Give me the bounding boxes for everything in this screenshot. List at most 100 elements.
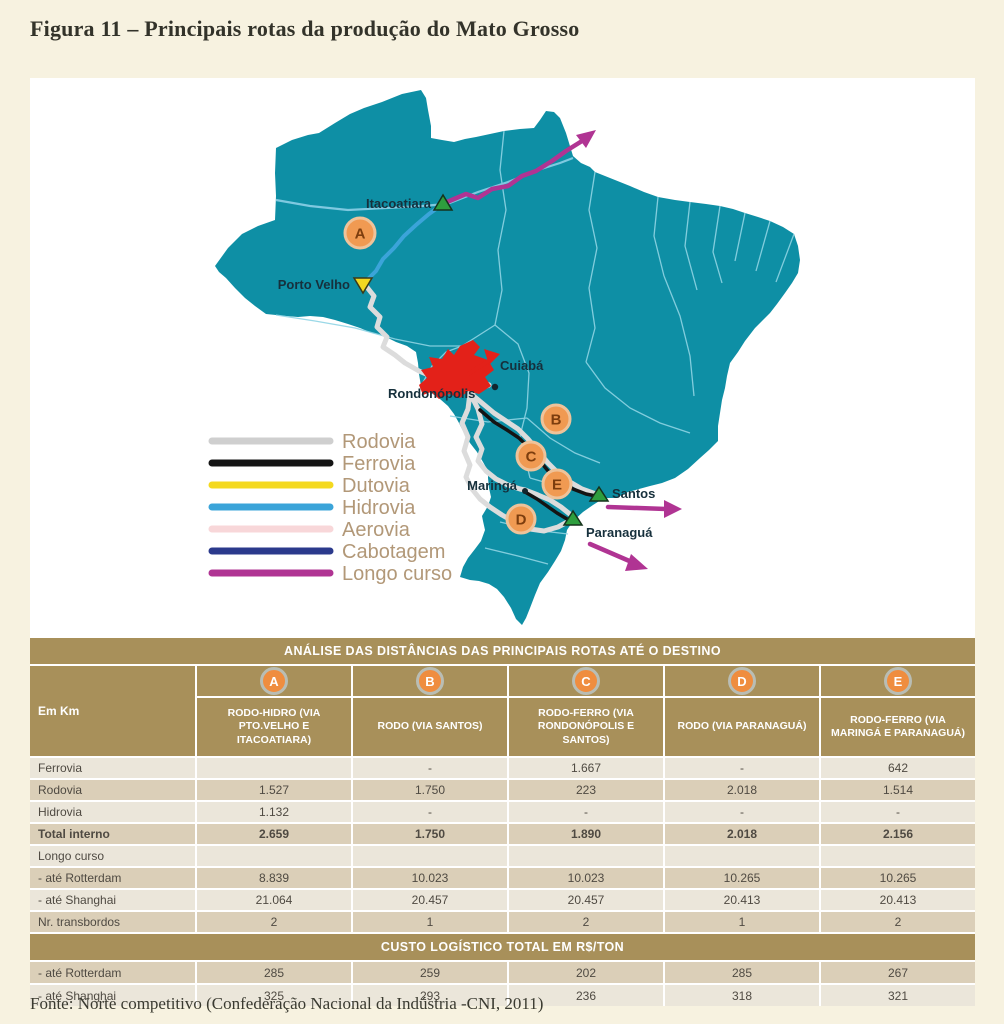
map-svg: Itacoatiara Porto Velho Cuiabá Rondonópo… <box>208 90 800 625</box>
figure-title: Figura 11 – Principais rotas da produção… <box>30 16 580 41</box>
table-cell: 20.413 <box>665 890 819 910</box>
table-cell: - <box>665 802 819 822</box>
table-cell <box>197 758 351 778</box>
route-badge-c: C <box>515 440 547 472</box>
table-cell: 2 <box>197 912 351 932</box>
table-cell: 2.018 <box>665 780 819 800</box>
row-label: Hidrovia <box>30 802 195 822</box>
map-legend: Rodovia Ferrovia Dutovia Hidrovia Aerovi… <box>208 431 452 585</box>
route-badge-e: E <box>541 468 573 500</box>
table-cell: 8.839 <box>197 868 351 888</box>
porto-velho-marker-icon <box>352 277 374 295</box>
table-cell: 21.064 <box>197 890 351 910</box>
cuiaba-label: Cuiabá <box>500 358 544 373</box>
table-cell: - <box>509 802 663 822</box>
table-cell: 20.413 <box>821 890 975 910</box>
svg-text:E: E <box>552 476 562 493</box>
table-cell: 10.023 <box>353 868 507 888</box>
table-cell: 2 <box>821 912 975 932</box>
table-cell: 1.132 <box>197 802 351 822</box>
table-cell: 2.156 <box>821 824 975 844</box>
table-cell <box>197 846 351 866</box>
cuiaba-red-arrow <box>466 358 492 376</box>
route-badge-d: D <box>505 503 537 535</box>
table-title-band: ANÁLISE DAS DISTÂNCIAS DAS PRINCIPAIS RO… <box>30 638 975 664</box>
maringa-label: Maringá <box>467 478 518 493</box>
column-badge-c: C <box>509 666 663 696</box>
table-cell: 10.265 <box>821 868 975 888</box>
column-subtitle-c: RODO-FERRO (VIA RONDONÓPOLIS E SANTOS) <box>509 698 663 756</box>
table-cell: 1.750 <box>353 780 507 800</box>
longo-curso-routes <box>444 138 669 566</box>
legend-label-cabotagem: Cabotagem <box>342 541 445 563</box>
svg-text:C: C <box>526 448 537 465</box>
table-cell: 1 <box>665 912 819 932</box>
legend-label-hidrovia: Hidrovia <box>342 497 416 519</box>
rondonopolis-label: Rondonópolis <box>388 386 475 401</box>
row-label: - até Rotterdam <box>30 868 195 888</box>
badge-b-circle: B <box>416 667 444 695</box>
itacoatiara-label: Itacoatiara <box>366 196 432 211</box>
paranagua-label: Paranaguá <box>586 525 653 540</box>
table-cell <box>353 846 507 866</box>
table-cell <box>509 846 663 866</box>
table-cell: 2 <box>509 912 663 932</box>
table-cell: - <box>353 758 507 778</box>
table-cell: 236 <box>509 985 663 1006</box>
table-cell: 223 <box>509 780 663 800</box>
table-cell: 1.514 <box>821 780 975 800</box>
table-cell: 285 <box>197 962 351 983</box>
row-label: Total interno <box>30 824 195 844</box>
table-cell: 259 <box>353 962 507 983</box>
table-cell: 1.750 <box>353 824 507 844</box>
row-label: Nr. transbordos <box>30 912 195 932</box>
table-cell: 10.265 <box>665 868 819 888</box>
column-subtitle-b: RODO (VIA SANTOS) <box>353 698 507 756</box>
table-cell: 202 <box>509 962 663 983</box>
figure-source: Fonte: Norte competitivo (Confederação N… <box>30 994 544 1013</box>
table-cell: 321 <box>821 985 975 1006</box>
table-cell: 318 <box>665 985 819 1006</box>
table-cell: 20.457 <box>509 890 663 910</box>
column-badge-e: E <box>821 666 975 696</box>
row-label: Ferrovia <box>30 758 195 778</box>
column-badge-d: D <box>665 666 819 696</box>
legend-label-ferrovia: Ferrovia <box>342 453 416 475</box>
porto-velho-label: Porto Velho <box>278 277 350 292</box>
svg-text:D: D <box>516 511 527 528</box>
row-label: Rodovia <box>30 780 195 800</box>
row-label: - até Shanghai <box>30 985 195 1006</box>
santos-label: Santos <box>612 486 655 501</box>
itacoatiara-marker-icon <box>432 193 454 211</box>
legend-label-rodovia: Rodovia <box>342 431 416 453</box>
table-cell: 1.667 <box>509 758 663 778</box>
column-subtitle-d: RODO (VIA PARANAGUÁ) <box>665 698 819 756</box>
route-badge-a: A <box>343 216 377 250</box>
cost-band: CUSTO LOGÍSTICO TOTAL EM R$/TON <box>30 934 975 960</box>
paranagua-marker-icon <box>562 509 584 526</box>
badge-c-circle: C <box>572 667 600 695</box>
table-cell <box>821 846 975 866</box>
legend-label-aerovia: Aerovia <box>342 519 411 541</box>
badge-a-circle: A <box>260 667 288 695</box>
table-cell: 2.659 <box>197 824 351 844</box>
unit-label-cell: Em Km <box>30 666 195 756</box>
table-cell: 1.527 <box>197 780 351 800</box>
row-label: - até Shanghai <box>30 890 195 910</box>
table-cell: - <box>665 758 819 778</box>
table-cell: - <box>821 802 975 822</box>
column-badge-a: A <box>197 666 351 696</box>
maringa-dot <box>522 488 528 494</box>
santos-marker-icon <box>588 485 610 502</box>
table-cell: 2.018 <box>665 824 819 844</box>
column-subtitle-e: RODO-FERRO (VIA MARINGÁ E PARANAGUÁ) <box>821 698 975 756</box>
row-label: - até Rotterdam <box>30 962 195 983</box>
route-badge-b: B <box>540 403 572 435</box>
table-cell: 293 <box>353 985 507 1006</box>
column-badge-b: B <box>353 666 507 696</box>
table-cell: 267 <box>821 962 975 983</box>
table-cell: 642 <box>821 758 975 778</box>
table-cell: 20.457 <box>353 890 507 910</box>
badge-e-circle: E <box>884 667 912 695</box>
svg-text:B: B <box>551 411 562 428</box>
